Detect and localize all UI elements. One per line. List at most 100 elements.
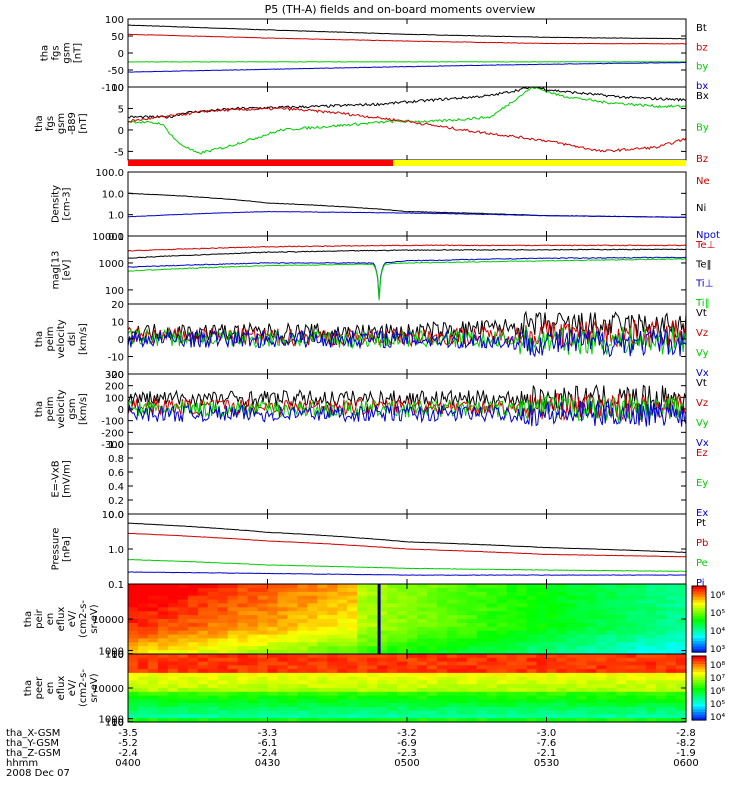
spectrogram-cell	[446, 688, 458, 693]
spectrogram-cell	[197, 615, 209, 620]
spectrogram-cell	[446, 615, 458, 620]
spectrogram-cell	[297, 680, 308, 685]
spectrogram-cell	[317, 638, 328, 643]
spectrogram-cell	[257, 706, 269, 712]
spectrogram-cell	[177, 642, 189, 647]
spectrogram-cell	[357, 691, 368, 697]
spectrogram-cell	[147, 634, 159, 640]
spectrogram-cell	[197, 654, 209, 659]
series-line-Pe	[127, 558, 686, 572]
spectrogram-cell	[407, 630, 418, 636]
spectrogram-cell	[556, 691, 568, 697]
spectrogram-cell	[397, 714, 408, 719]
series-line-Vx	[127, 400, 687, 427]
spectrogram-cell	[616, 591, 627, 597]
spectrogram-cell	[227, 657, 239, 663]
spectrogram-cell	[347, 676, 358, 682]
spectrogram-cell	[217, 695, 229, 700]
spectrogram-cell	[267, 638, 279, 643]
spectrogram-cell	[566, 665, 577, 670]
spectrogram-cell	[277, 638, 289, 643]
spectrogram-cell	[426, 676, 438, 682]
spectrogram-cell	[237, 584, 249, 589]
spectrogram-cell	[496, 650, 508, 655]
spectrogram-cell	[157, 591, 169, 597]
spectrogram-cell	[387, 691, 398, 697]
spectrogram-cell	[237, 619, 249, 624]
spectrogram-cell	[347, 714, 358, 719]
spectrogram-cell	[666, 654, 677, 659]
spectrogram-cell	[157, 688, 169, 693]
colorbar-segment	[692, 619, 706, 623]
spectrogram-cell	[157, 595, 169, 601]
spectrogram-cell	[666, 706, 677, 712]
spectrogram-cell	[128, 591, 139, 597]
spectrogram-cell	[177, 587, 189, 593]
spectrogram-cell	[297, 646, 308, 651]
spectrogram-cell	[536, 710, 548, 716]
spectrogram-cell	[387, 672, 398, 678]
spectrogram-cell	[177, 718, 189, 723]
series-line-Te⊥	[127, 244, 687, 252]
spectrogram-cell	[167, 661, 179, 666]
spectrogram-cell	[217, 642, 229, 647]
spectrogram-cell	[526, 603, 538, 608]
spectrogram-cell	[177, 665, 189, 670]
spectrogram-cell	[227, 650, 239, 655]
spectrogram-cell	[377, 676, 388, 682]
spectrogram-cell	[486, 695, 498, 700]
y-axis-label-line: E=-VxB	[51, 460, 62, 497]
spectrogram-cell	[446, 587, 458, 593]
spectrogram-cell	[257, 634, 269, 640]
spectrogram-cell	[138, 710, 149, 716]
spectrogram-cell	[636, 699, 647, 704]
spectrogram-cell	[287, 622, 298, 628]
spectrogram-cell	[187, 634, 199, 640]
spectrogram-cell	[217, 684, 229, 689]
colorbar-segment	[692, 656, 706, 660]
spectrogram-cell	[536, 672, 548, 678]
spectrogram-cell	[177, 699, 189, 704]
spectrogram-cell	[167, 680, 179, 685]
spectrogram-cell	[606, 634, 617, 640]
legend-entry: Ti‖	[695, 298, 710, 309]
y-tick-label: 0.8	[108, 454, 124, 465]
spectrogram-cell	[287, 703, 298, 708]
spectrogram-cell	[476, 607, 488, 612]
spectrogram-cell	[257, 622, 269, 628]
spectrogram-cell	[446, 706, 458, 712]
spectrogram-cell	[536, 595, 548, 601]
spectrogram-cell	[636, 626, 647, 632]
spectrogram-cell	[596, 665, 607, 670]
spectrogram-cell	[187, 710, 199, 716]
spectrogram-cell	[436, 638, 448, 643]
spectrogram-cell	[646, 622, 657, 628]
spectrogram-cell	[596, 650, 607, 655]
spectrogram-cell	[128, 714, 139, 719]
spectrogram-cell	[456, 684, 468, 689]
spectrogram-cell	[546, 710, 558, 716]
spectrogram-cell	[307, 718, 318, 723]
spectrogram-cell	[347, 718, 358, 723]
time-axis-row-label: hhmm	[6, 758, 38, 769]
spectrogram-cell	[426, 661, 438, 666]
spectrogram-cell	[576, 634, 587, 640]
spectrogram-cell	[307, 654, 318, 659]
spectrogram-cell	[147, 657, 159, 663]
spectrogram-cell	[147, 669, 159, 674]
spectrogram-cell	[606, 615, 617, 620]
y-axis-label-line: gsm	[62, 42, 73, 63]
spectrogram-cell	[197, 661, 209, 666]
spectrogram-cell	[446, 665, 458, 670]
spectrogram-cell	[636, 665, 647, 670]
spectrogram-cell	[576, 615, 587, 620]
spectrogram-cell	[217, 688, 229, 693]
spectrogram-cell	[307, 672, 318, 678]
spectrogram-cell	[476, 718, 488, 723]
spectrogram-cell	[267, 634, 279, 640]
spectrogram-cell	[436, 661, 448, 666]
spectrogram-cell	[397, 699, 408, 704]
spectrogram-cell	[506, 611, 518, 616]
spectrogram-cell	[128, 595, 139, 601]
